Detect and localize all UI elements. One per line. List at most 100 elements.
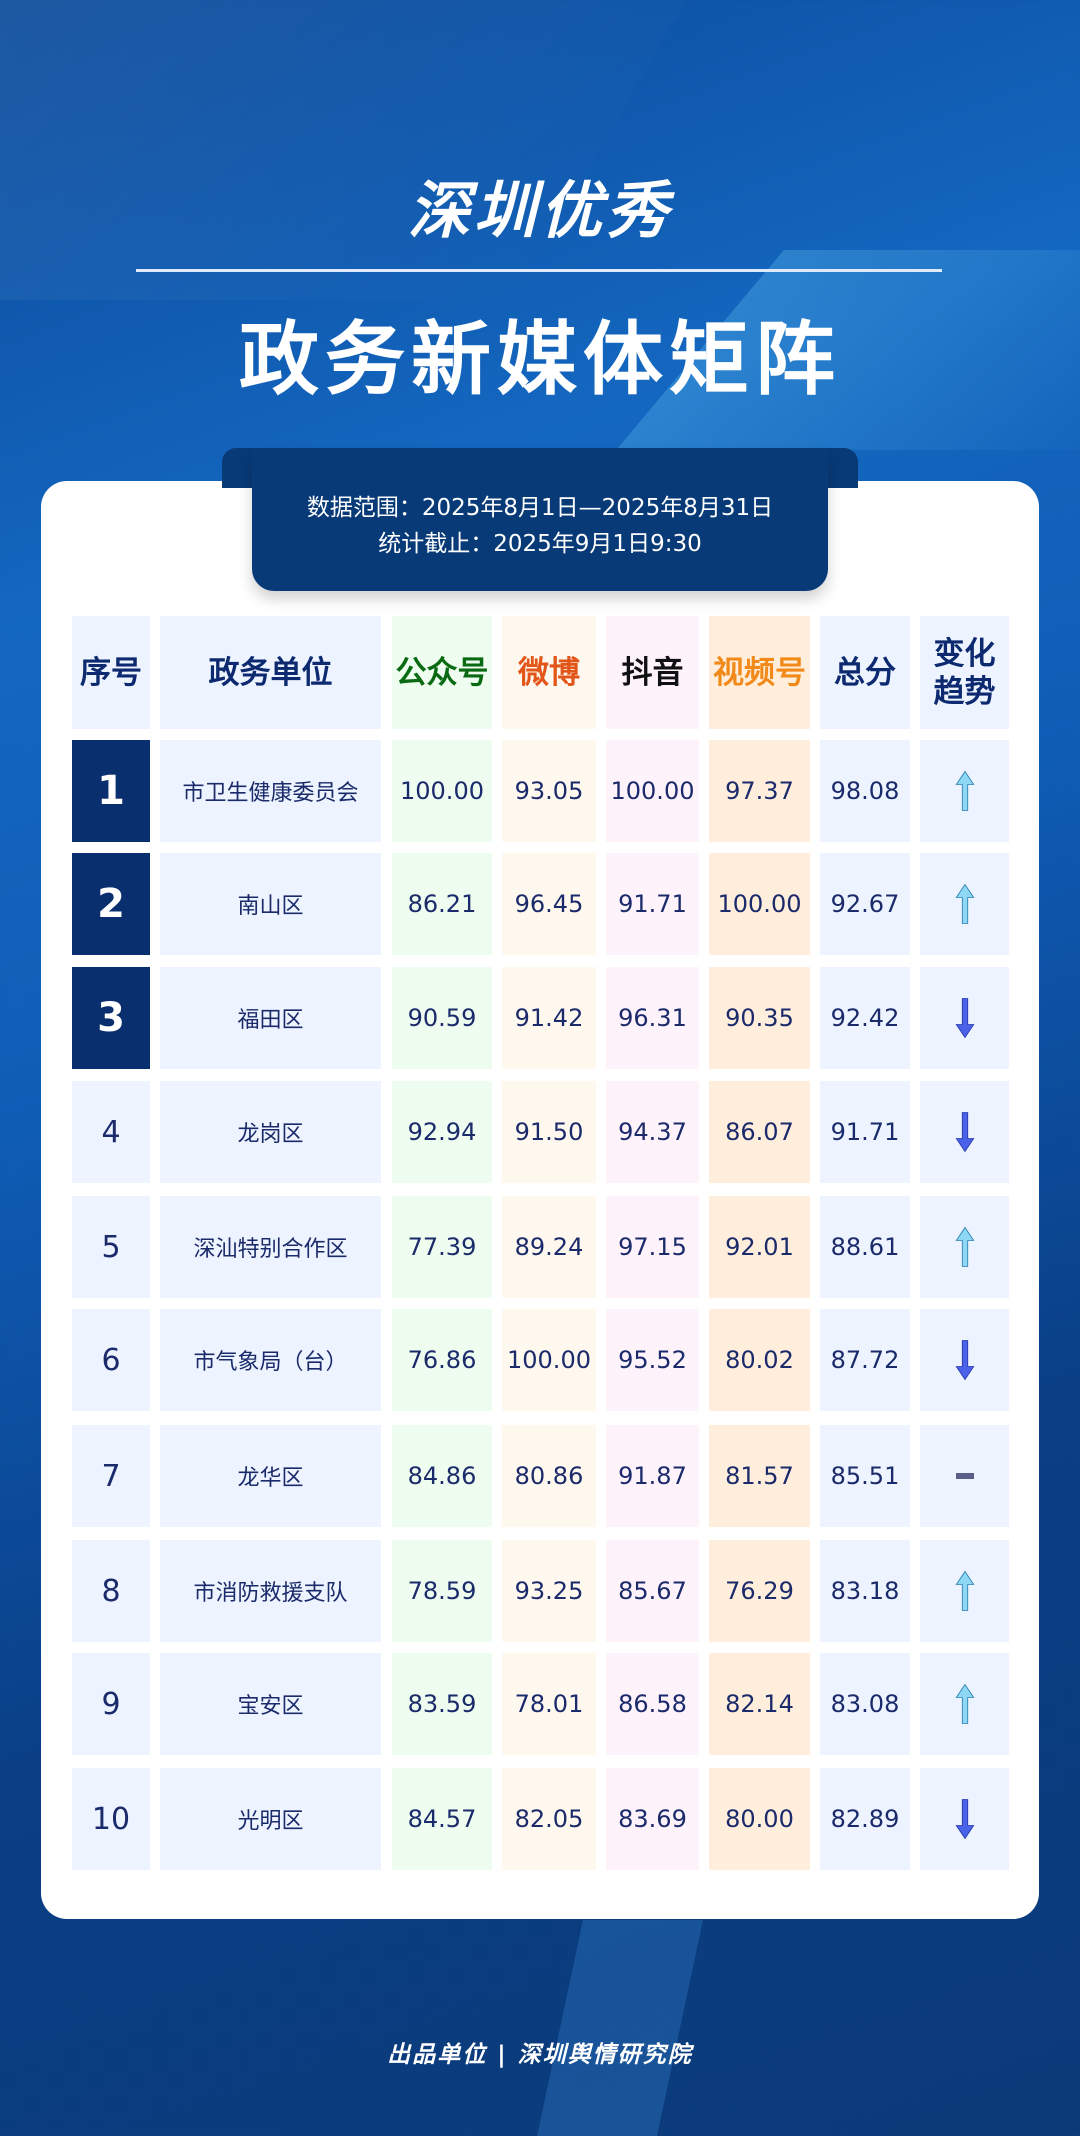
cell-channels-score: 81.57: [709, 1425, 810, 1527]
header-rank: 序号: [72, 616, 150, 729]
channels-score-value: 81.57: [725, 1462, 794, 1490]
weibo-score-value: 78.01: [514, 1690, 584, 1718]
background-stripe: [537, 1920, 703, 2136]
wechat-score-value: 90.59: [407, 1004, 477, 1032]
total-score-value: 92.67: [830, 890, 900, 918]
cell-trend: [920, 1653, 1009, 1755]
header-label: 变化趋势: [933, 635, 996, 710]
unit-value: 市气象局（台）: [193, 1350, 348, 1375]
cell-trend: [920, 1540, 1009, 1642]
cell-rank: 4: [72, 1081, 150, 1183]
rank-value: 10: [91, 1801, 131, 1837]
cell-douyin-score: 85.67: [606, 1540, 699, 1642]
cell-channels-score: 100.00: [709, 853, 810, 955]
cell-trend: [920, 740, 1009, 842]
cell-total-score: 92.42: [820, 967, 910, 1069]
cell-douyin-score: 86.58: [606, 1653, 699, 1755]
cell-trend: [920, 1081, 1009, 1183]
total-score-value: 82.89: [830, 1805, 900, 1833]
total-score-value: 87.72: [830, 1346, 900, 1374]
cell-wechat-score: 83.59: [392, 1653, 492, 1755]
rank-value: 9: [101, 1686, 121, 1722]
cell-douyin-score: 95.52: [606, 1309, 699, 1411]
rank-value: 5: [101, 1229, 121, 1265]
wechat-score-value: 77.39: [407, 1233, 477, 1261]
channels-score-value: 92.01: [725, 1233, 794, 1261]
weibo-score-value: 93.25: [514, 1577, 584, 1605]
footer-producer: 出品单位 | 深圳舆情研究院: [387, 2042, 693, 2068]
cell-unit: 深汕特别合作区: [160, 1196, 381, 1298]
channels-score-value: 97.37: [725, 777, 794, 805]
arrow-up-icon: [955, 1570, 974, 1611]
douyin-score-value: 83.69: [618, 1805, 687, 1833]
arrow-down-icon: [955, 1112, 974, 1153]
channels-score-value: 80.02: [725, 1346, 794, 1374]
wechat-score-value: 100.00: [400, 777, 484, 805]
cell-wechat-score: 84.57: [392, 1768, 492, 1870]
cell-rank: 7: [72, 1425, 150, 1527]
channels-score-value: 76.29: [725, 1577, 794, 1605]
total-score-value: 92.42: [830, 1004, 900, 1032]
cell-unit: 福田区: [160, 967, 381, 1069]
header-trend: 变化趋势: [920, 616, 1009, 729]
header-label: 序号: [80, 654, 142, 691]
cell-weibo-score: 82.05: [502, 1768, 596, 1870]
header-label: 政务单位: [208, 654, 333, 691]
douyin-score-value: 95.52: [618, 1346, 687, 1374]
weibo-score-value: 82.05: [514, 1805, 584, 1833]
channels-score-value: 100.00: [717, 890, 802, 918]
cell-unit: 南山区: [160, 853, 381, 955]
cell-rank: 10: [72, 1768, 150, 1870]
total-score-value: 98.08: [830, 777, 900, 805]
arrow-up-icon: [955, 1683, 974, 1724]
cell-total-score: 83.18: [820, 1540, 910, 1642]
cell-douyin-score: 91.71: [606, 853, 699, 955]
cell-trend: [920, 1196, 1009, 1298]
info-box: 数据范围：2025年8月1日—2025年8月31日 统计截止：2025年9月1日…: [252, 448, 828, 591]
unit-value: 光明区: [237, 1809, 304, 1834]
wechat-score-value: 84.57: [407, 1805, 477, 1833]
title-divider: [136, 269, 942, 272]
cell-weibo-score: 100.00: [502, 1309, 596, 1411]
unit-value: 龙岗区: [237, 1122, 304, 1147]
douyin-score-value: 85.67: [618, 1577, 687, 1605]
unit-value: 宝安区: [237, 1694, 304, 1719]
unit-value: 市消防救援支队: [193, 1581, 348, 1606]
wechat-score-value: 86.21: [407, 890, 477, 918]
cell-trend: [920, 967, 1009, 1069]
cell-wechat-score: 76.86: [392, 1309, 492, 1411]
unit-value: 龙华区: [237, 1466, 304, 1491]
weibo-score-value: 89.24: [514, 1233, 584, 1261]
title-line-2: 政务新媒体矩阵: [239, 313, 841, 406]
total-score-value: 83.08: [830, 1690, 900, 1718]
cell-trend: [920, 1309, 1009, 1411]
unit-value: 福田区: [237, 1008, 304, 1033]
douyin-score-value: 96.31: [618, 1004, 687, 1032]
cell-unit: 市消防救援支队: [160, 1540, 381, 1642]
channels-score-value: 80.00: [725, 1805, 794, 1833]
cell-wechat-score: 100.00: [392, 740, 492, 842]
cell-total-score: 82.89: [820, 1768, 910, 1870]
weibo-score-value: 80.86: [514, 1462, 584, 1490]
channels-score-value: 90.35: [725, 1004, 794, 1032]
cell-unit: 市气象局（台）: [160, 1309, 381, 1411]
cell-weibo-score: 91.42: [502, 967, 596, 1069]
cell-rank: 5: [72, 1196, 150, 1298]
douyin-score-value: 91.71: [618, 890, 687, 918]
background-stripe: [0, 0, 687, 300]
cell-douyin-score: 97.15: [606, 1196, 699, 1298]
cell-douyin-score: 96.31: [606, 967, 699, 1069]
weibo-score-value: 91.50: [514, 1118, 584, 1146]
cell-weibo-score: 91.50: [502, 1081, 596, 1183]
header-unit: 政务单位: [160, 616, 381, 729]
douyin-score-value: 91.87: [618, 1462, 687, 1490]
header-label: 微博: [518, 654, 580, 691]
cell-rank: 3: [72, 967, 150, 1069]
unit-value: 南山区: [237, 894, 304, 919]
cell-weibo-score: 80.86: [502, 1425, 596, 1527]
cell-douyin-score: 94.37: [606, 1081, 699, 1183]
flat-dash-icon: [955, 1473, 974, 1479]
cell-wechat-score: 86.21: [392, 853, 492, 955]
cell-wechat-score: 90.59: [392, 967, 492, 1069]
data-range: 数据范围：2025年8月1日—2025年8月31日: [306, 495, 774, 521]
